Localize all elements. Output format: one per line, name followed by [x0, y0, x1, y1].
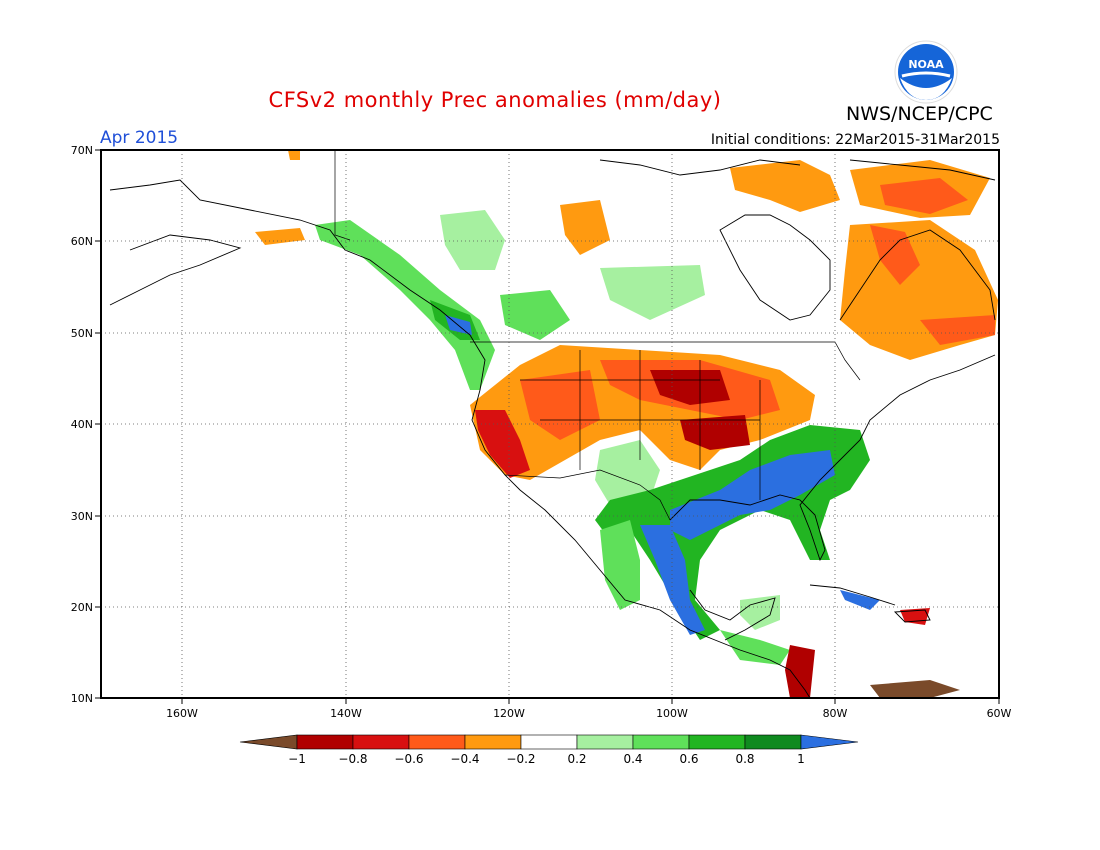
dry-region-arctic	[730, 160, 840, 212]
coastline-labrador	[839, 229, 996, 321]
lat-labels: 70N 60N 50N 40N 30N 20N 10N	[71, 144, 93, 705]
colorbar-label: −0.4	[450, 752, 479, 766]
wet-region-central-america	[720, 630, 790, 665]
period-label: Apr 2015	[100, 128, 179, 148]
colorbar-label: −1	[288, 752, 306, 766]
colorbar-bin	[576, 734, 634, 750]
dry-region-california	[475, 410, 530, 478]
coastline-yucatan	[689, 589, 776, 641]
dry-region-quebec	[840, 220, 998, 360]
colorbar-bin	[688, 734, 746, 750]
colorbar-label: −0.2	[506, 752, 535, 766]
dry-region-greenland-w-core	[880, 178, 968, 214]
colorbar-bin	[744, 734, 802, 750]
graticule	[101, 150, 999, 698]
dry-region-nunavut	[560, 200, 610, 255]
noaa-logo: NOAA	[894, 40, 958, 104]
dry-region-plains-core	[650, 370, 730, 405]
coastline-hispaniola	[893, 609, 931, 623]
dry-region-panama	[785, 645, 815, 698]
map-title: CFSv2 monthly Prec anomalies (mm/day)	[0, 88, 1100, 112]
wet-region-mexico-w	[600, 520, 640, 610]
coastline-arctic-islands	[599, 159, 801, 176]
coastline-alaska	[109, 179, 811, 698]
colorbar-label: −0.8	[338, 752, 367, 766]
lat-label: 70N	[71, 144, 93, 157]
wet-region-mexico-blue	[640, 525, 705, 635]
coastline-alaska-sw	[109, 234, 242, 306]
colorbar-bin	[296, 734, 354, 750]
border-alaska-canada	[334, 150, 351, 241]
wet-region-yucatan	[740, 595, 780, 630]
colorbar-label: 0.2	[567, 752, 586, 766]
border-canada-us	[470, 341, 861, 381]
dry-region-s-america	[870, 680, 960, 698]
coastline-gulf	[669, 354, 996, 562]
colorbar-bin	[408, 734, 466, 750]
wet-region-bc-n	[500, 290, 570, 340]
map-title-text: CFSv2 monthly Prec anomalies (mm/day)	[268, 88, 722, 112]
wet-region-manitoba	[600, 265, 705, 320]
lon-labels: 160W 140W 120W 100W 80W 60W	[166, 707, 1011, 720]
lat-label: 50N	[71, 327, 93, 340]
dry-region-alaska-s	[255, 228, 305, 245]
colorbar-label: −0.6	[394, 752, 423, 766]
lat-label: 30N	[71, 510, 93, 523]
lat-label: 60N	[71, 235, 93, 248]
colorbar-label: 1	[797, 752, 805, 766]
colorbar-label: 0.8	[735, 752, 754, 766]
coastline-cuba	[809, 584, 896, 606]
colorbar-labels: −1 −0.8 −0.6 −0.4 −0.2 0.2 0.4 0.6 0.8 1	[288, 752, 805, 766]
colorbar-right-arrow	[800, 734, 859, 750]
wet-region-cuba-blue	[840, 590, 880, 610]
coastlines	[109, 159, 996, 698]
tick-marks	[95, 149, 1000, 704]
colorbar-bin	[464, 734, 522, 750]
coastline-hudson	[719, 214, 831, 321]
wet-region-alaska-panhandle	[315, 220, 495, 390]
colorbar-label: 0.4	[623, 752, 642, 766]
initial-conditions-label: Initial conditions: 22Mar2015-31Mar2015	[710, 132, 1000, 148]
dry-region-quebec-core	[870, 225, 920, 285]
lat-label: 40N	[71, 418, 93, 431]
colorbar	[239, 734, 859, 750]
dry-region-n-alaska	[288, 150, 300, 160]
lat-label: 20N	[71, 601, 93, 614]
border-us-mexico	[504, 469, 671, 521]
wet-region-yukon	[440, 210, 505, 270]
lon-label: 120W	[493, 707, 525, 720]
dry-region-labrador-e	[920, 315, 995, 345]
colorbar-left-arrow	[239, 734, 298, 750]
lon-label: 140W	[330, 707, 362, 720]
anomaly-fields	[255, 150, 998, 698]
coastline-greenland	[849, 159, 996, 181]
lon-label: 80W	[823, 707, 848, 720]
lat-label: 10N	[71, 692, 93, 705]
colorbar-label: 0.6	[679, 752, 698, 766]
lon-label: 160W	[166, 707, 198, 720]
lon-label: 60W	[987, 707, 1012, 720]
lon-label: 100W	[656, 707, 688, 720]
wet-region-gulf-blue	[670, 450, 835, 540]
wet-region-southwest	[595, 440, 660, 505]
agency-label: NWS/NCEP/CPC	[846, 103, 993, 125]
colorbar-bin	[352, 734, 410, 750]
colorbar-bin	[632, 734, 690, 750]
borders	[334, 150, 861, 521]
colorbar-bin	[520, 734, 578, 750]
noaa-logo-text: NOAA	[908, 58, 944, 71]
